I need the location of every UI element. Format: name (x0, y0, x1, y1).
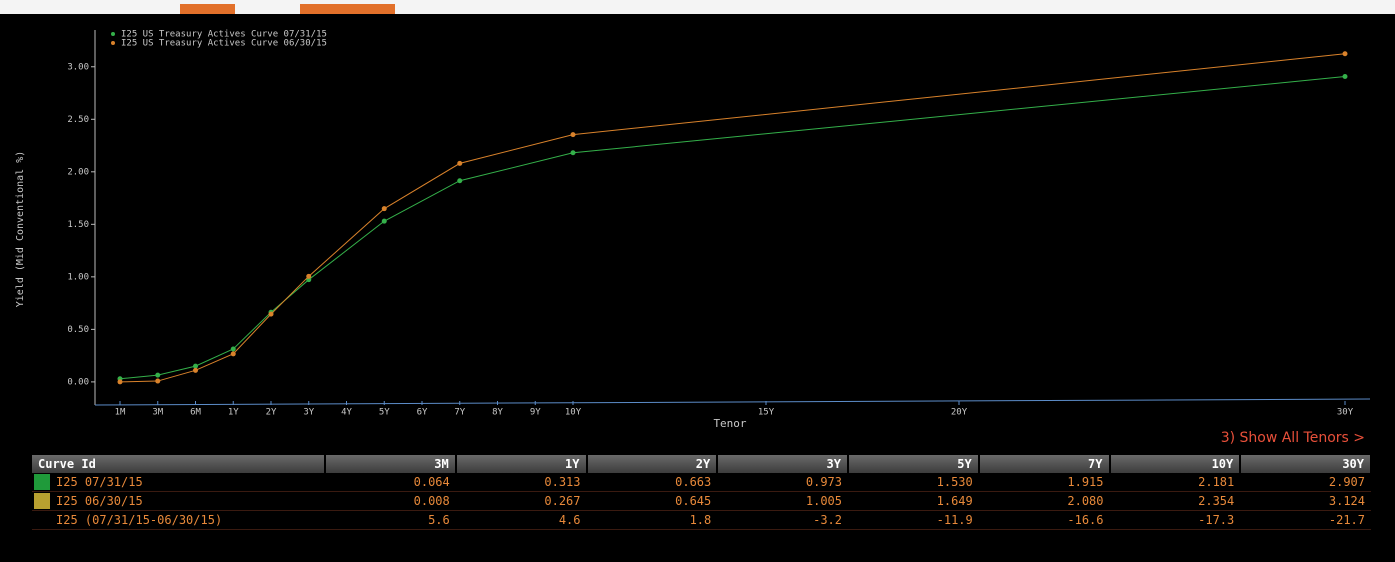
table-row: I25 07/31/15 0.064 0.313 0.663 0.973 1.530 1.9… (32, 473, 1371, 492)
curve-point (117, 379, 123, 385)
x-tick-label: 3Y (303, 408, 314, 418)
curve (119, 76, 1346, 380)
curve-point (1342, 74, 1348, 80)
y-tick-label: 1.00 (67, 272, 89, 282)
cell: 1.8 (586, 510, 718, 530)
y-tick-label: 0.00 (67, 377, 89, 387)
legend-swatch (111, 32, 115, 36)
x-tick-label: 1M (115, 408, 126, 418)
cell: 2.354 (1109, 491, 1241, 511)
cell: 1.005 (717, 491, 848, 511)
curve-point (268, 311, 274, 317)
y-tick-label: 3.00 (67, 62, 89, 72)
curve-point (1342, 51, 1348, 57)
x-tick-label: 30Y (1337, 408, 1354, 418)
column-header: 7Y (978, 455, 1111, 473)
cell: -11.9 (848, 510, 979, 530)
column-header: 5Y (848, 455, 980, 473)
cell: 1.915 (978, 473, 1110, 492)
curve-id: I25 07/31/15 (32, 473, 325, 492)
cell: 2.080 (978, 491, 1110, 511)
x-axis (94, 398, 1371, 406)
cell: -17.3 (1109, 510, 1241, 530)
x-tick-label: 10Y (565, 408, 582, 418)
curve-point (570, 150, 576, 156)
show-all-tenors[interactable]: 3) Show All Tenors > (1220, 430, 1365, 446)
y-tick-label: 0.50 (67, 325, 89, 335)
curve-table: Curve Id 3M 1Y 2Y 3Y 5Y 7Y 10Y 30Y I25 07/31/15 0.… (32, 455, 1372, 530)
cell: 1.530 (848, 473, 979, 492)
y-tick-label: 1.50 (67, 220, 89, 230)
x-tick-label: 6Y (417, 408, 428, 418)
curve-point (155, 378, 161, 384)
curve-point (306, 273, 312, 279)
x-tick-label: 6M (190, 408, 201, 418)
cell: 5.6 (325, 510, 456, 530)
curve-point (457, 160, 463, 166)
cell: 2.181 (1109, 473, 1241, 492)
cell: 4.6 (455, 510, 587, 530)
curve-point (193, 367, 198, 373)
cell: 0.973 (717, 473, 848, 492)
tab (180, 4, 235, 14)
curve-point (230, 346, 236, 352)
column-header: 3M (325, 455, 457, 473)
curve-point (457, 178, 463, 184)
curve-id: I25 06/30/15 (32, 491, 325, 511)
cell: -16.6 (978, 510, 1110, 530)
y-tick-label: 2.50 (67, 115, 89, 125)
x-tick-label: 7Y (454, 408, 465, 418)
column-header: 30Y (1240, 455, 1372, 473)
chart: Yield (Mid Conventional %) Tenor 0.00 0.5… (15, 30, 1371, 430)
x-tick-label: 8Y (492, 408, 503, 418)
x-tick-label: 2Y (266, 408, 277, 418)
legend-label: I25 US Treasury Actives Curve 07/31/15 (121, 30, 327, 40)
x-tick-label: 4Y (341, 408, 352, 418)
column-header: 3Y (717, 455, 849, 473)
cell: 3.124 (1240, 491, 1371, 511)
cell: 1.649 (848, 491, 979, 511)
curve-point (570, 132, 576, 138)
x-tick-label: 5Y (379, 408, 390, 418)
cell: 0.008 (325, 491, 456, 511)
x-axis-label: Tenor (713, 417, 746, 430)
x-tick-label: 1Y (228, 408, 239, 418)
curve-point (230, 351, 236, 357)
column-header: Curve Id (32, 455, 326, 473)
x-tick-label: 9Y (530, 408, 541, 418)
curve-point (155, 372, 161, 378)
cell: 2.907 (1240, 473, 1371, 492)
row-swatch (34, 493, 50, 509)
x-tick-label: 20Y (951, 408, 968, 418)
cell: 0.313 (455, 473, 587, 492)
row-swatch (34, 474, 50, 490)
tab (300, 4, 395, 14)
legend-swatch (111, 41, 115, 45)
cell: -21.7 (1240, 510, 1371, 530)
curve-id: I25 (07/31/15-06/30/15) (32, 510, 325, 530)
cell: 0.663 (586, 473, 718, 492)
top-bar (0, 0, 1395, 14)
cell: -3.2 (717, 510, 848, 530)
curve (119, 53, 1346, 383)
column-header: 10Y (1109, 455, 1242, 473)
y-axis-label: Yield (Mid Conventional %) (15, 151, 26, 308)
curve-point (381, 218, 387, 224)
curve-point (193, 363, 198, 369)
table-row: I25 (07/31/15-06/30/15) 5.6 4.6 1.8 -3.2 -11.… (32, 510, 1371, 530)
column-header: 1Y (455, 455, 588, 473)
cell: 0.064 (325, 473, 456, 492)
x-tick-label: 15Y (758, 408, 775, 418)
cell: 0.645 (586, 491, 718, 511)
cell: 0.267 (455, 491, 587, 511)
column-header: 2Y (586, 455, 719, 473)
x-tick-label: 3M (152, 408, 163, 418)
curve-point (381, 206, 387, 212)
table-row: I25 06/30/15 0.008 0.267 0.645 1.005 1.649 2.0… (32, 491, 1371, 511)
legend-label: I25 US Treasury Actives Curve 06/30/15 (121, 39, 327, 49)
y-tick-label: 2.00 (67, 167, 89, 177)
